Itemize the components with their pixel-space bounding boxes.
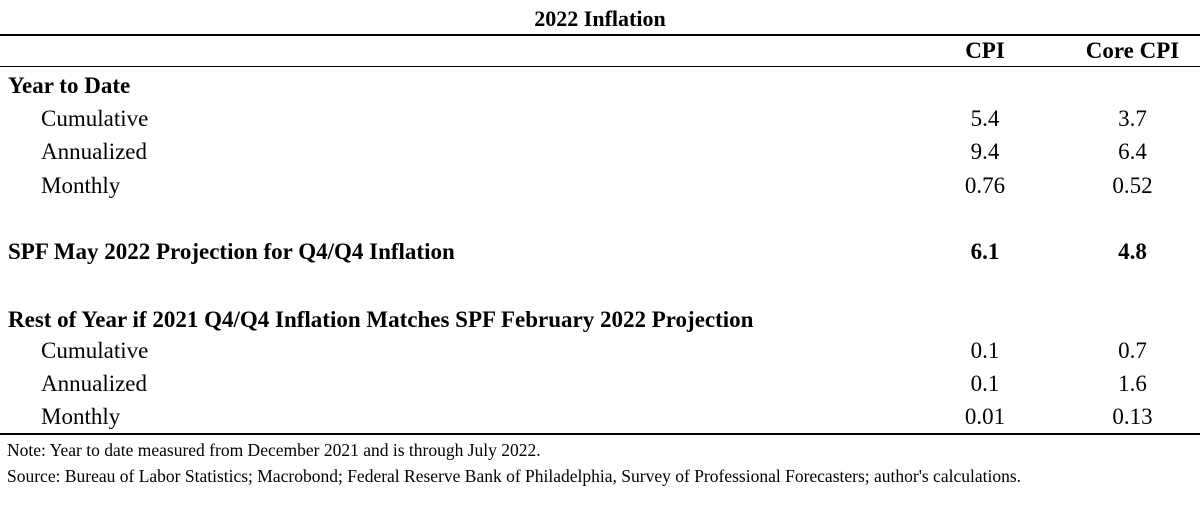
cpi-value: 5.4: [970, 106, 1000, 131]
row-label: Cumulative: [41, 338, 149, 363]
section-heading-year-to-date: Year to Date: [0, 71, 1200, 101]
cpi-value: 9.4: [970, 139, 1000, 164]
row-label: SPF May 2022 Projection for Q4/Q4 Inflat…: [8, 239, 455, 264]
section-heading-rest-of-year: Rest of Year if 2021 Q4/Q4 Inflation Mat…: [0, 305, 1200, 335]
cpi-value: 0.1: [970, 371, 1000, 396]
cpi-value: 6.1: [970, 239, 1000, 264]
section-heading-label: Year to Date: [8, 73, 131, 98]
row-label: Annualized: [41, 371, 148, 396]
column-header-cpi: CPI: [965, 38, 1005, 63]
row-label: Monthly: [41, 404, 121, 429]
core-cpi-value: 6.4: [1118, 139, 1147, 164]
table-row: Cumulative 0.1 0.7: [0, 336, 1200, 366]
table-title: 2022 Inflation: [534, 6, 666, 31]
cpi-value: 0.01: [964, 404, 1006, 429]
row-label: Monthly: [41, 173, 121, 198]
core-cpi-value: 0.52: [1112, 173, 1153, 198]
table-row: Monthly 0.76 0.52: [0, 171, 1200, 201]
spf-projection-row: SPF May 2022 Projection for Q4/Q4 Inflat…: [0, 237, 1200, 267]
core-cpi-value: 0.13: [1112, 404, 1153, 429]
core-cpi-value: 3.7: [1118, 106, 1147, 131]
cpi-value: 0.76: [964, 173, 1006, 198]
row-label: Cumulative: [41, 106, 149, 131]
table-row: Cumulative 5.4 3.7: [0, 104, 1200, 134]
core-cpi-value: 4.8: [1118, 239, 1147, 264]
header-rule: [0, 66, 1200, 67]
table-source: Source: Bureau of Labor Statistics; Macr…: [7, 466, 1022, 486]
core-cpi-value: 1.6: [1118, 371, 1147, 396]
table-row: Annualized 9.4 6.4: [0, 137, 1200, 167]
column-header-core-cpi: Core CPI: [1085, 38, 1180, 63]
section-heading-label: Rest of Year if 2021 Q4/Q4 Inflation Mat…: [8, 307, 754, 332]
core-cpi-value: 0.7: [1118, 338, 1147, 363]
bottom-rule: [0, 433, 1200, 435]
table-row: Annualized 0.1 1.6: [0, 369, 1200, 399]
table-row: Monthly 0.01 0.13: [0, 402, 1200, 432]
row-label: Annualized: [41, 139, 148, 164]
cpi-value: 0.1: [970, 338, 1000, 363]
table-note: Note: Year to date measured from Decembe…: [7, 440, 541, 460]
top-rule: [0, 34, 1200, 36]
